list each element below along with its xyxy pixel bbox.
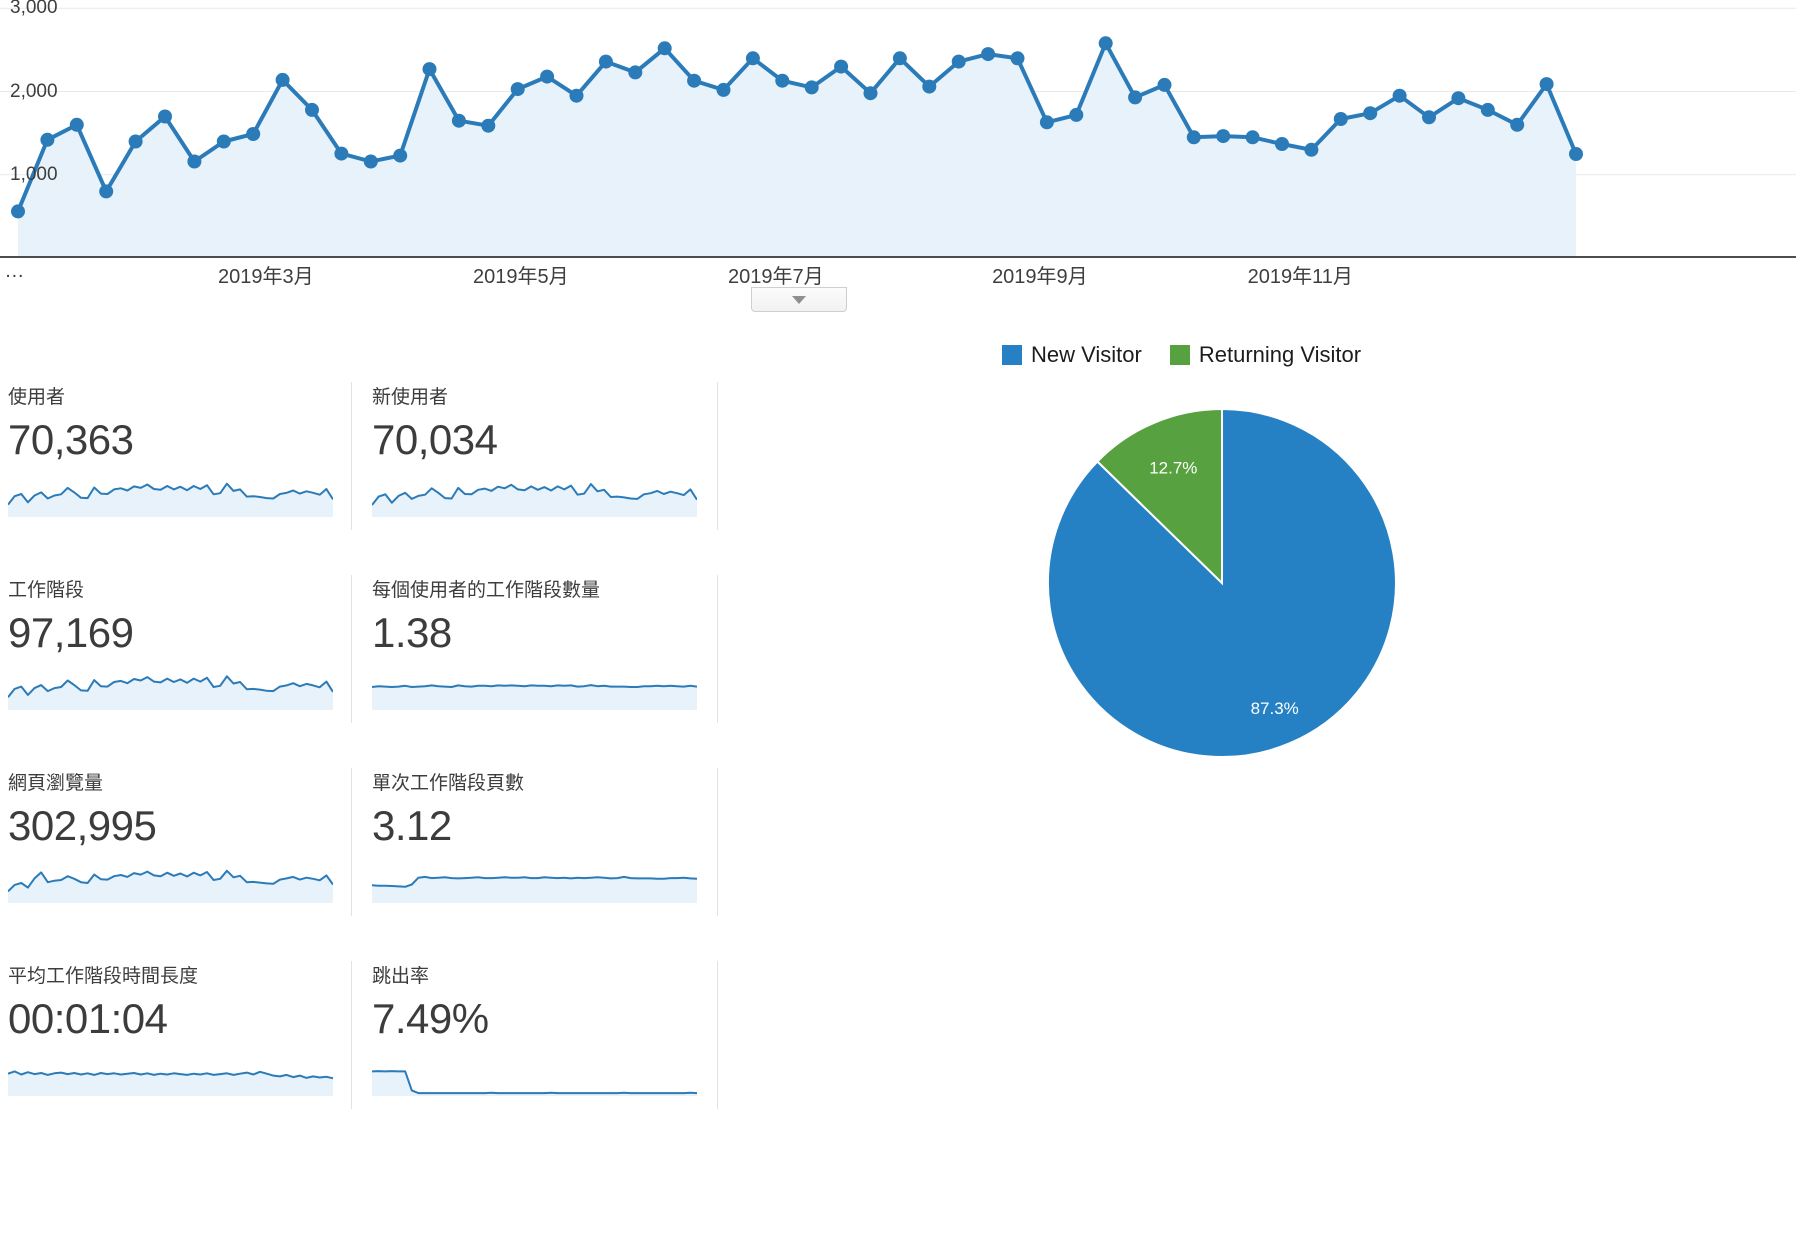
metric-sparkline [372, 875, 697, 903]
x-tick-label: 2019年9月 [992, 266, 1088, 288]
metric-sparkline [372, 483, 697, 517]
y-tick-label: 2,000 [10, 80, 58, 102]
legend-item-returning-visitor[interactable]: Returning Visitor [1169, 342, 1362, 368]
x-tick-label: 2019年7月 [728, 266, 824, 288]
metric-sparkline [372, 1070, 697, 1096]
metric-card-avg-session-duration[interactable]: 平均工作階段時間長度 00:01:04 [8, 961, 352, 1109]
visitor-type-pie-chart[interactable]: 87.3% 12.7% [1046, 407, 1398, 759]
legend-label-returning-visitor: Returning Visitor [1198, 342, 1362, 367]
metric-title: 使用者 [8, 387, 66, 408]
chevron-down-icon [792, 295, 806, 304]
metric-cards: 使用者 70,363 新使用者 70,034 工作階段 97,169 每個使用者… [8, 382, 718, 1111]
metric-title: 網頁瀏覽量 [8, 773, 104, 794]
x-tick-label: 2019年11月 [1247, 266, 1353, 288]
y-tick-label: 1,000 [10, 163, 58, 185]
metric-card-pageviews[interactable]: 網頁瀏覽量 302,995 [8, 768, 352, 916]
metric-card-sessions[interactable]: 工作階段 97,169 [8, 575, 352, 723]
metric-card-bounce-rate[interactable]: 跳出率 7.49% [352, 961, 718, 1109]
legend-item-new-visitor[interactable]: New Visitor [1002, 342, 1142, 368]
pie-legend: New Visitor Returning Visitor [1002, 342, 1361, 368]
metric-title: 新使用者 [372, 387, 449, 408]
metric-title: 單次工作階段頁數 [372, 773, 525, 794]
x-tick-label: … [4, 260, 25, 282]
x-tick-label: 2019年5月 [473, 266, 569, 288]
svg-text:12.7%: 12.7% [1149, 459, 1197, 478]
y-tick-label: 3,000 [10, 0, 58, 19]
metric-value: 70,363 [8, 416, 134, 463]
metric-value: 70,034 [372, 416, 498, 463]
metric-value: 97,169 [8, 609, 134, 656]
metric-value: 1.38 [372, 609, 452, 656]
metric-card-pages-per-session[interactable]: 單次工作階段頁數 3.12 [352, 768, 718, 916]
metric-sparkline [8, 482, 333, 517]
legend-label-new-visitor: New Visitor [1031, 342, 1142, 367]
metric-sparkline [372, 684, 697, 710]
metric-value: 302,995 [8, 802, 157, 849]
sessions-timeline-chart[interactable]: 1,000 2,000 3,000 [0, 0, 1796, 258]
svg-text:87.3%: 87.3% [1251, 699, 1299, 718]
metric-card-users[interactable]: 使用者 70,363 [8, 382, 352, 530]
metric-value: 00:01:04 [8, 995, 168, 1042]
returning-visitor-swatch-icon [1169, 345, 1190, 365]
metric-card-new-users[interactable]: 新使用者 70,034 [352, 382, 718, 530]
x-tick-label: 2019年3月 [217, 266, 314, 288]
metric-sparkline [8, 675, 333, 710]
metric-value: 3.12 [372, 802, 452, 849]
x-axis-labels: … 2019年3月 2019年5月 2019年7月 2019年9月 2019年11月 [0, 258, 1796, 288]
chart-collapse-button[interactable] [751, 287, 847, 312]
new-visitor-swatch-icon [1002, 345, 1022, 365]
metric-title: 平均工作階段時間長度 [8, 966, 199, 987]
metric-title: 每個使用者的工作階段數量 [372, 580, 601, 601]
timeline-svg [0, 7, 1796, 258]
metric-title: 跳出率 [372, 966, 430, 987]
metric-sparkline [8, 869, 333, 903]
metric-title: 工作階段 [8, 580, 85, 601]
metric-card-sessions-per-user[interactable]: 每個使用者的工作階段數量 1.38 [352, 575, 718, 723]
metric-sparkline [8, 1070, 333, 1096]
metric-value: 7.49% [372, 995, 489, 1042]
pie-svg: 87.3% 12.7% [1046, 407, 1397, 758]
